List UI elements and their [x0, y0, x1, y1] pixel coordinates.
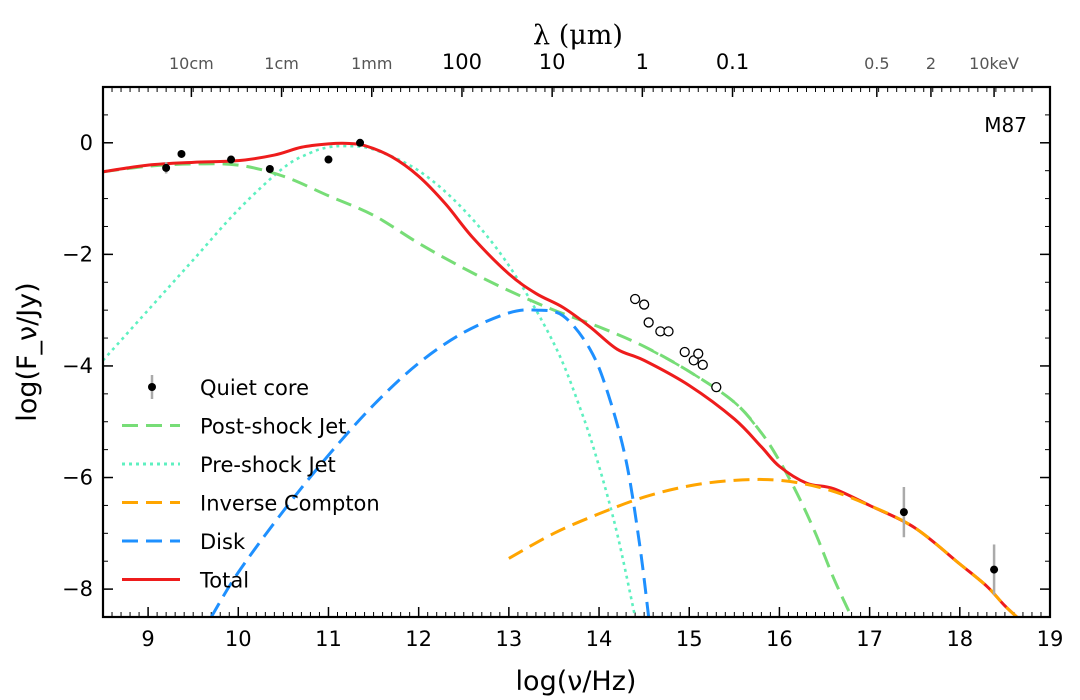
legend-label: Inverse Compton	[200, 492, 380, 516]
x-tick-label: 14	[586, 627, 613, 651]
x-tick-label: 18	[946, 627, 973, 651]
x-tick-label: 16	[766, 627, 793, 651]
series-line-pre-shock-jet	[103, 144, 637, 617]
top-tick-label: 0.5	[864, 54, 889, 73]
y-tick-label: −4	[62, 354, 93, 378]
x-tick-label: 17	[856, 627, 883, 651]
quiet-core-point	[324, 155, 333, 164]
y-tick-label: −8	[62, 577, 93, 601]
object-annotation: M87	[984, 113, 1027, 137]
x-tick-label: 15	[676, 627, 703, 651]
legend-marker-quiet-core	[148, 383, 156, 391]
open-data-point	[663, 326, 674, 337]
series-line-post-shock-jet	[103, 162, 853, 617]
x-tick-label: 10	[225, 627, 252, 651]
top-tick-label: 10keV	[969, 54, 1019, 73]
y-tick-label: −6	[62, 466, 93, 490]
quiet-core-point	[265, 165, 274, 174]
x-axis-label: log(ν/Hz)	[516, 666, 637, 697]
series-layer	[103, 141, 1020, 617]
quiet-core-point	[177, 149, 186, 158]
quiet-core-point	[356, 138, 365, 147]
data-points	[162, 138, 999, 595]
top-tick-label: 0.1	[716, 50, 749, 74]
x-tick-label: 13	[495, 627, 522, 651]
open-data-point	[643, 317, 654, 328]
top-tick-label: 1cm	[264, 54, 299, 73]
top-tick-label: 1	[636, 50, 649, 74]
x-tick-label: 11	[315, 627, 342, 651]
series-overlap-post-shock	[643, 345, 763, 434]
legend-label: Disk	[200, 530, 246, 554]
top-tick-label: 1mm	[351, 54, 392, 73]
series-line-inverse-compton	[508, 477, 1020, 617]
y-tick-label: 0	[80, 131, 93, 155]
top-tick-label: 2	[926, 54, 936, 73]
open-data-point	[679, 346, 690, 358]
top-tick-label: 10	[539, 50, 566, 74]
legend-label: Total	[199, 569, 249, 593]
legend-label: Pre-shock Jet	[200, 453, 336, 477]
top-axis-title: λ (μm)	[533, 20, 623, 51]
open-data-point	[711, 381, 722, 393]
series-line-disk	[209, 308, 651, 617]
open-data-point	[638, 299, 650, 310]
quiet-core-point	[990, 565, 999, 574]
plot-frame	[101, 85, 1052, 619]
legend: Quiet core Post-shock Jet Pre-shock Jet Inv…	[122, 375, 380, 593]
legend-label: Quiet core	[200, 376, 309, 400]
top-tick-label: 10cm	[169, 54, 214, 73]
quiet-core-point	[899, 508, 908, 517]
y-axis-label: log(F_ν/Jy)	[12, 282, 43, 421]
series-line-total	[103, 141, 1020, 617]
y-tick-label: −2	[62, 242, 93, 266]
open-data-point	[629, 293, 641, 305]
legend-label: Post-shock Jet	[200, 415, 346, 439]
x-tick-label: 12	[405, 627, 432, 651]
quiet-core-point	[162, 163, 171, 172]
open-data-point	[697, 359, 708, 370]
top-tick-label: 100	[442, 50, 482, 74]
x-tick-label: 9	[141, 627, 154, 651]
x-tick-label: 19	[1037, 627, 1064, 651]
open-data-point	[693, 348, 704, 359]
quiet-core-point	[227, 155, 236, 164]
